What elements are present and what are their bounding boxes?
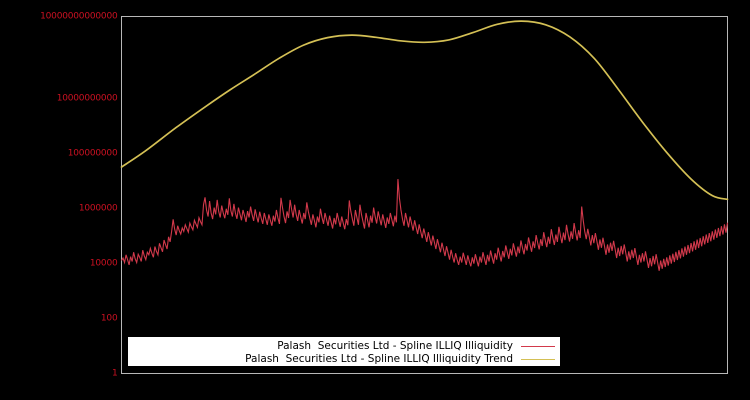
y-tick-label: 10000000000 <box>56 93 118 104</box>
y-tick-label: 10000 <box>89 258 118 269</box>
series-layer <box>120 20 729 271</box>
legend-swatch-illiquidity <box>521 346 555 347</box>
y-tick-label: 100 <box>100 313 118 324</box>
plot-frame <box>121 16 728 374</box>
legend-entry-trend[interactable]: Palash Securities Ltd - Spline ILLIQ Ill… <box>129 353 559 366</box>
y-tick-label: 10000000000000 <box>40 11 118 21</box>
legend-label-illiquidity: Palash Securities Ltd - Spline ILLIQ Ill… <box>277 340 513 352</box>
y-tick-label: 1 <box>111 368 118 378</box>
series-line-illiquidity <box>121 179 729 271</box>
legend-swatch-trend <box>521 359 555 360</box>
series-line-trend <box>120 20 729 201</box>
chart-legend[interactable]: Palash Securities Ltd - Spline ILLIQ Ill… <box>128 337 560 366</box>
legend-entry-illiquidity[interactable]: Palash Securities Ltd - Spline ILLIQ Ill… <box>129 340 559 353</box>
y-tick-label: 100000000 <box>67 148 118 159</box>
legend-label-trend: Palash Securities Ltd - Spline ILLIQ Ill… <box>245 353 513 365</box>
y-tick-label: 1000000 <box>78 203 118 214</box>
